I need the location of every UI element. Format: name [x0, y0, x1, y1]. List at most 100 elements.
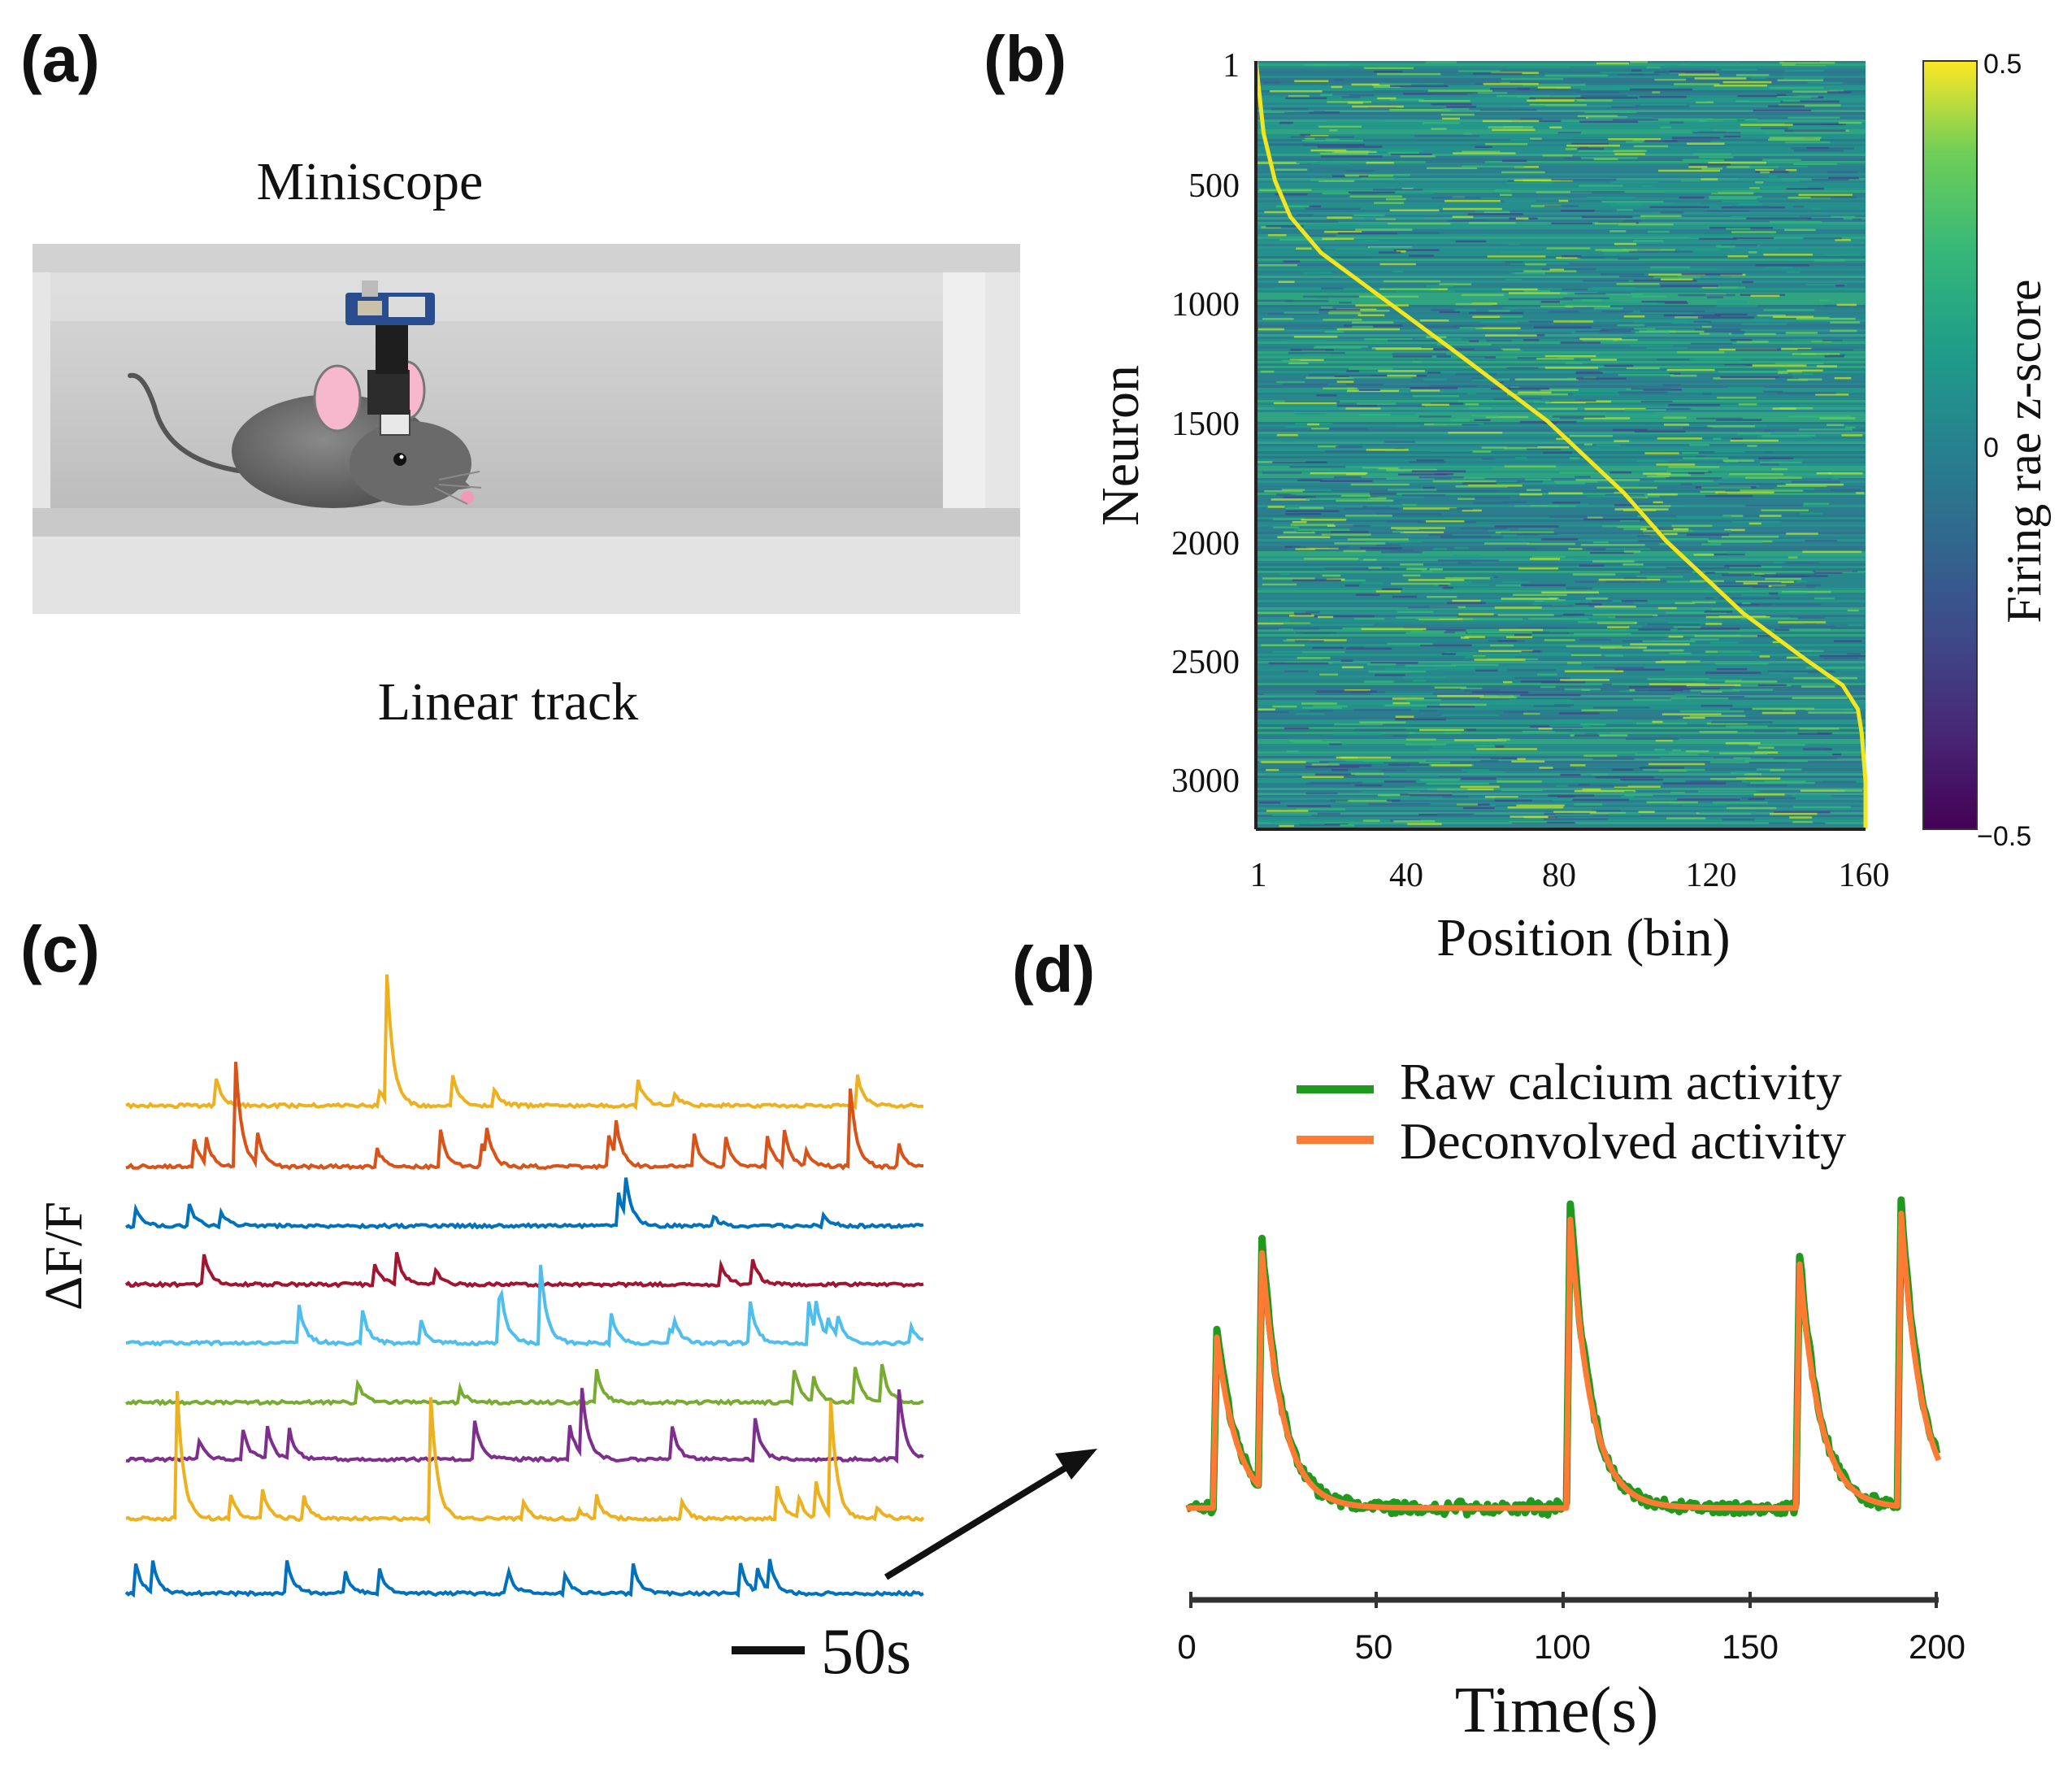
heatmap-cell — [1705, 672, 1761, 674]
heatmap-cell — [1462, 150, 1501, 154]
heatmap-cell — [1296, 808, 1346, 811]
heatmap-cell — [1385, 187, 1395, 189]
heatmap-cell — [1762, 246, 1779, 250]
heatmap-cell — [1291, 136, 1354, 138]
heatmap-cell — [1590, 615, 1653, 618]
heatmap-cell — [1361, 628, 1427, 630]
heatmap-cell — [1819, 299, 1831, 302]
heatmap-cell — [1387, 374, 1417, 377]
heatmap-cell — [1501, 789, 1543, 792]
heatmap-cell — [1328, 312, 1362, 315]
heatmap-cell — [1737, 178, 1781, 180]
heatmap-cell — [1812, 207, 1822, 210]
heatmap-cell — [1391, 153, 1432, 156]
heatmap-row — [1256, 215, 1866, 217]
heatmap-cell — [1333, 79, 1344, 81]
heatmap-cell — [1593, 667, 1644, 669]
heatmap-cell — [1698, 203, 1762, 206]
heatmap-row — [1256, 566, 1866, 568]
heatmap-cell — [1784, 69, 1825, 72]
heatmap-cell — [1556, 437, 1570, 441]
heatmap-cell — [1711, 721, 1773, 724]
heatmap-cell — [1295, 413, 1326, 415]
heatmap-cell — [1623, 576, 1647, 580]
heatmap-cell — [1586, 495, 1645, 498]
heatmap-row — [1256, 485, 1866, 488]
heatmap-cell — [1827, 91, 1852, 93]
heatmap-cell — [1724, 680, 1778, 683]
heatmap-cell — [1403, 507, 1457, 510]
heatmap-cell — [1538, 728, 1553, 730]
heatmap-cell — [1268, 662, 1329, 665]
calcium-trace — [125, 1062, 923, 1171]
heatmap-cell — [1575, 372, 1603, 375]
heatmap-row — [1256, 554, 1866, 556]
heatmap-cell — [1464, 689, 1501, 692]
heatmap-cell — [1494, 606, 1542, 609]
heatmap-cell — [1786, 656, 1804, 659]
heatmap-cell — [1798, 193, 1853, 196]
heatmap-cell — [1379, 83, 1444, 85]
heatmap-row — [1256, 334, 1866, 337]
heatmap-cell — [1501, 288, 1538, 291]
heatmap-cell — [1293, 741, 1341, 744]
heatmap-cell — [1566, 645, 1622, 648]
heatmap-cell — [1715, 491, 1774, 494]
heatmap-cell — [1780, 587, 1810, 589]
heatmap-cell — [1572, 811, 1626, 815]
heatmap-cell — [1342, 96, 1361, 98]
heatmap-cell — [1490, 88, 1530, 90]
heatmap-cell — [1544, 74, 1609, 77]
heatmap-cell — [1544, 367, 1599, 369]
heatmap-cell — [1413, 394, 1459, 398]
heatmap-cell — [1714, 313, 1748, 316]
heatmap-row — [1256, 259, 1866, 261]
heatmap-cell — [1367, 663, 1397, 666]
heatmap-cell — [1435, 667, 1474, 669]
heatmap-cell — [1638, 628, 1670, 631]
heatmap-cell — [1507, 66, 1570, 69]
heatmap-cell — [1761, 509, 1809, 511]
heatmap-cell — [1257, 611, 1294, 615]
heatmap-cell — [1609, 813, 1641, 816]
heatmap-cell — [1560, 679, 1609, 681]
heatmap-cell — [1382, 588, 1403, 590]
heatmap-cell — [1654, 78, 1686, 81]
heatmap-cell — [1605, 548, 1651, 550]
heatmap-cell — [1655, 739, 1673, 742]
heatmap-cell — [1319, 152, 1369, 155]
heatmap-cell — [1297, 823, 1325, 825]
heatmap-cell — [1622, 249, 1675, 251]
heatmap-cell — [1856, 492, 1865, 494]
heatmap-row — [1256, 93, 1866, 95]
heatmap-cell — [1587, 197, 1635, 199]
heatmap-cell — [1397, 473, 1448, 476]
heatmap-cell — [1297, 214, 1314, 216]
heatmap-cell — [1544, 639, 1575, 641]
heatmap-row — [1256, 715, 1866, 717]
heatmap-cell — [1259, 189, 1312, 192]
heatmap-row — [1256, 746, 1866, 749]
heatmap-cell — [1570, 190, 1625, 193]
y-tick-label: 3000 — [1171, 763, 1240, 800]
heatmap-cell — [1288, 94, 1310, 98]
heatmap-cell — [1306, 498, 1370, 500]
heatmap-cell — [1392, 702, 1410, 705]
heatmap-cell — [1388, 151, 1419, 154]
heatmap-cell — [1629, 88, 1693, 91]
heatmap-row — [1256, 161, 1866, 163]
heatmap-cell — [1565, 362, 1583, 364]
heatmap-cell — [1320, 480, 1373, 482]
heatmap-cell — [1428, 533, 1453, 537]
heatmap-cell — [1460, 785, 1500, 788]
heatmap-cell — [1778, 621, 1827, 624]
heatmap-cell — [1362, 467, 1399, 470]
heatmap-cell — [1377, 72, 1441, 76]
heatmap-cell — [1494, 799, 1532, 802]
heatmap-cell — [1689, 358, 1742, 361]
heatmap-cell — [1261, 226, 1281, 228]
heatmap-row — [1256, 517, 1866, 519]
heatmap-row — [1256, 376, 1866, 378]
heatmap-cell — [1730, 339, 1753, 341]
heatmap-cell — [1405, 664, 1457, 667]
